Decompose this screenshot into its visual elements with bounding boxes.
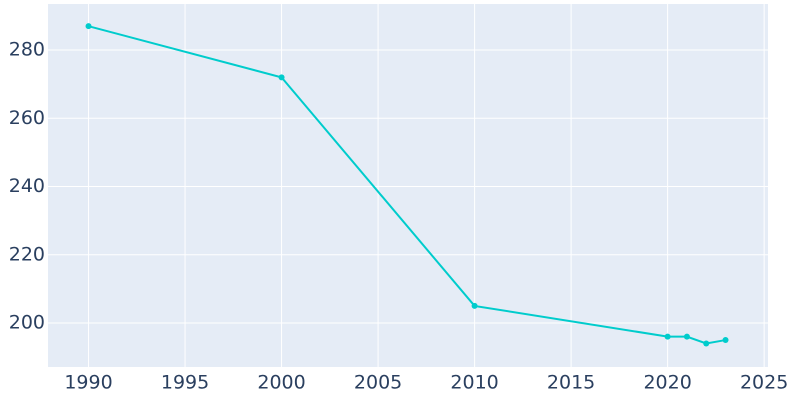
x-tick-label: 2010: [450, 372, 498, 394]
x-tick-label: 1995: [161, 372, 209, 394]
y-tick-label: 200: [9, 311, 45, 333]
data-point: [471, 302, 478, 309]
y-tick-label: 220: [9, 243, 45, 265]
data-point: [722, 337, 729, 344]
x-tick-label: 2000: [257, 372, 305, 394]
y-tick-label: 260: [9, 107, 45, 129]
x-tick-label: 2020: [643, 372, 691, 394]
data-point: [278, 74, 285, 81]
data-point: [703, 340, 710, 347]
x-tick-label: 1990: [64, 372, 112, 394]
data-point: [683, 333, 690, 340]
y-tick-label: 280: [9, 39, 45, 61]
data-point: [85, 23, 92, 30]
x-tick-label: 2015: [547, 372, 595, 394]
x-tick-label: 2005: [354, 372, 402, 394]
x-tick-label: 2025: [740, 372, 788, 394]
plot-area: [48, 4, 768, 367]
data-point: [664, 333, 671, 340]
y-tick-label: 240: [9, 175, 45, 197]
